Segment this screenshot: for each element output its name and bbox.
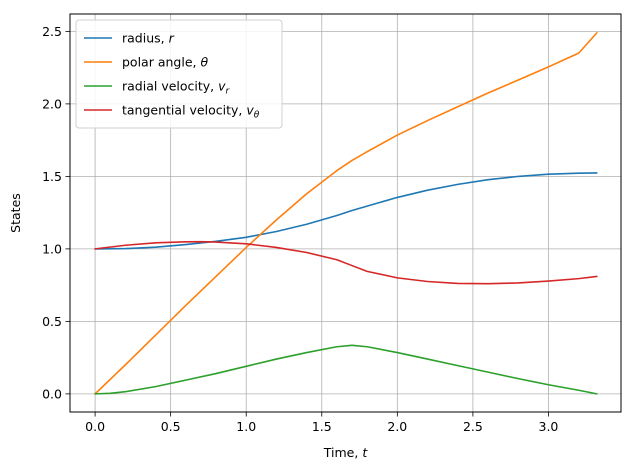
plot-frame: [69, 13, 622, 413]
x-tick-label: 1.5: [312, 419, 332, 434]
series-line: [94, 172, 598, 250]
x-tick-label: 2.5: [463, 419, 483, 434]
x-tick-label: 3.0: [539, 419, 559, 434]
y-tick-label: 1.0: [42, 241, 62, 256]
x-tick-label: 2.0: [387, 419, 407, 434]
series-layer: [94, 32, 598, 395]
x-tick-label: 0.0: [85, 419, 105, 434]
series-line: [94, 240, 598, 285]
x-tick-label: 0.5: [161, 419, 181, 434]
series-line: [94, 32, 598, 395]
y-tick-label: 1.5: [42, 169, 62, 184]
y-tick-label: 0.0: [42, 386, 62, 401]
legend-entry: tangential velocity, vθ: [122, 103, 260, 121]
y-tick-label: 2.5: [42, 24, 62, 39]
ticks: 0.0 0.5 1.0 1.5 2.0 2.5 3.0 0.0 0.5 1.0 1.5 2.0 2.5: [42, 24, 558, 434]
y-axis-label: States: [8, 193, 23, 233]
series-line: [94, 344, 598, 395]
legend: radius, r polar angle, θ radial velocity, …: [75, 19, 283, 129]
x-tick-label: 1.0: [236, 419, 256, 434]
y-tick-label: 2.0: [42, 96, 62, 111]
legend-entry: radius, r: [122, 31, 175, 46]
y-tick-label: 0.5: [42, 314, 62, 329]
legend-entry: polar angle, θ: [122, 55, 208, 70]
legend-box: [75, 19, 283, 129]
legend-entry: radial velocity, vr: [122, 79, 231, 97]
x-axis-label: Time, t: [323, 445, 369, 460]
